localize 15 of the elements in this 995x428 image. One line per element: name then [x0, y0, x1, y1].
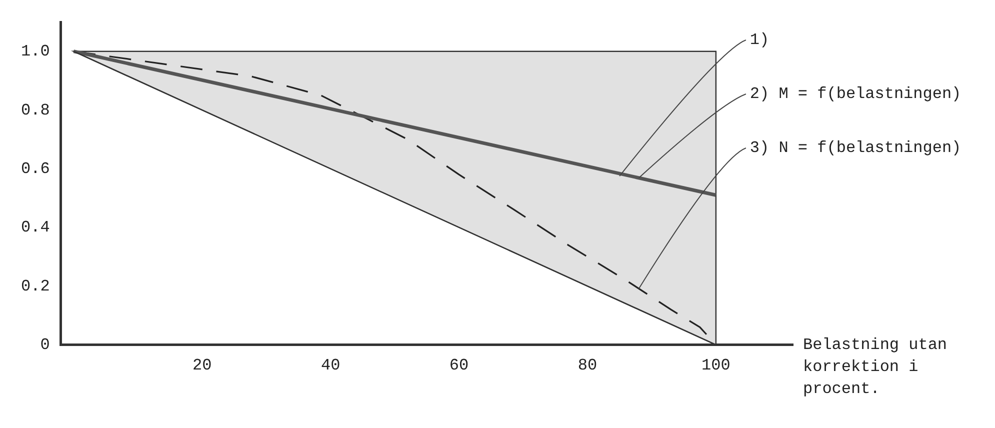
x-tick-label: 60 [449, 356, 469, 375]
text: 1) [750, 31, 770, 50]
y-tick-label: 0.8 [20, 101, 50, 120]
y-tick-label: 0.6 [20, 160, 50, 178]
x-tick-label: 80 [578, 356, 598, 375]
y-tick-label: 0.4 [20, 218, 50, 237]
x-tick-label: 100 [702, 356, 730, 375]
y-tick-label: 0 [40, 336, 50, 354]
x-tick-label: 20 [192, 356, 212, 375]
x-tick-label: 40 [320, 356, 340, 375]
text: 3) N = f(belastningen) [750, 139, 962, 158]
x-axis-title: Belastning utan korrektion i procent. [803, 336, 948, 398]
y-tick-label: 1.0 [20, 42, 50, 61]
y-tick-label: 0.2 [20, 277, 50, 296]
text: 2) M = f(belastningen) [750, 85, 962, 104]
